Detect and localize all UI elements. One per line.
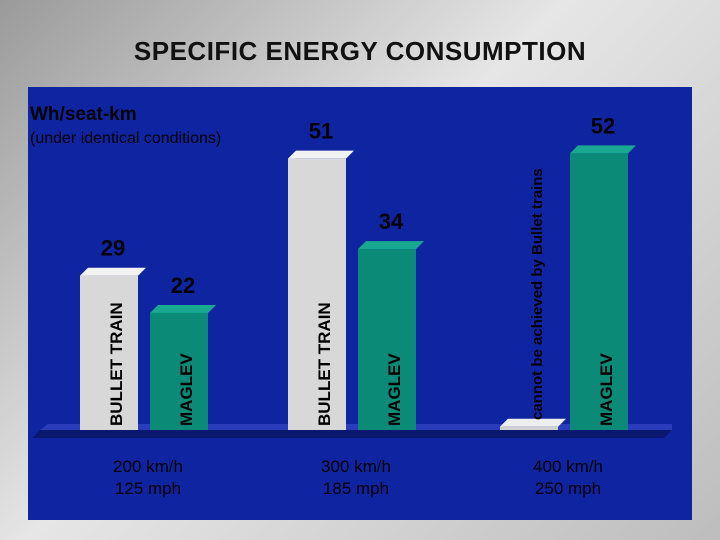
data-label: 22 bbox=[171, 273, 195, 298]
category-label: 300 km/h bbox=[321, 457, 391, 476]
bar-top bbox=[358, 241, 424, 250]
bar-top bbox=[570, 145, 636, 154]
bar-label: BULLET TRAIN bbox=[107, 302, 126, 426]
bar bbox=[358, 249, 416, 430]
category-label: 200 km/h bbox=[113, 457, 183, 476]
bar bbox=[500, 426, 558, 430]
bar-top bbox=[150, 304, 216, 313]
slide-title: SPECIFIC ENERGY CONSUMPTION bbox=[133, 36, 587, 66]
category-label: 125 mph bbox=[115, 479, 181, 498]
category-label: 400 km/h bbox=[533, 457, 603, 476]
bar-label: MAGLEV bbox=[385, 353, 404, 426]
bar bbox=[570, 153, 628, 431]
data-label: 34 bbox=[379, 209, 404, 234]
bar-label: MAGLEV bbox=[597, 353, 616, 426]
unit-label: Wh/seat-km bbox=[30, 104, 137, 125]
bar-top bbox=[288, 150, 354, 159]
bar bbox=[150, 312, 208, 430]
bar-label: MAGLEV bbox=[177, 353, 196, 426]
category-label: 185 mph bbox=[323, 479, 389, 498]
bar bbox=[288, 158, 346, 430]
conditions-note: (under identical conditions) bbox=[30, 130, 222, 147]
bar bbox=[80, 275, 138, 430]
bar-top bbox=[500, 418, 566, 427]
data-label: 52 bbox=[591, 113, 615, 138]
bar-top bbox=[80, 267, 146, 276]
data-label: 51 bbox=[309, 119, 333, 144]
chart-floor bbox=[32, 430, 672, 438]
category-label: 250 mph bbox=[535, 479, 601, 498]
bar-label: cannot be achieved by Bullet trains bbox=[529, 168, 546, 420]
data-label: 29 bbox=[101, 236, 125, 261]
bar-label: BULLET TRAIN bbox=[315, 302, 334, 426]
